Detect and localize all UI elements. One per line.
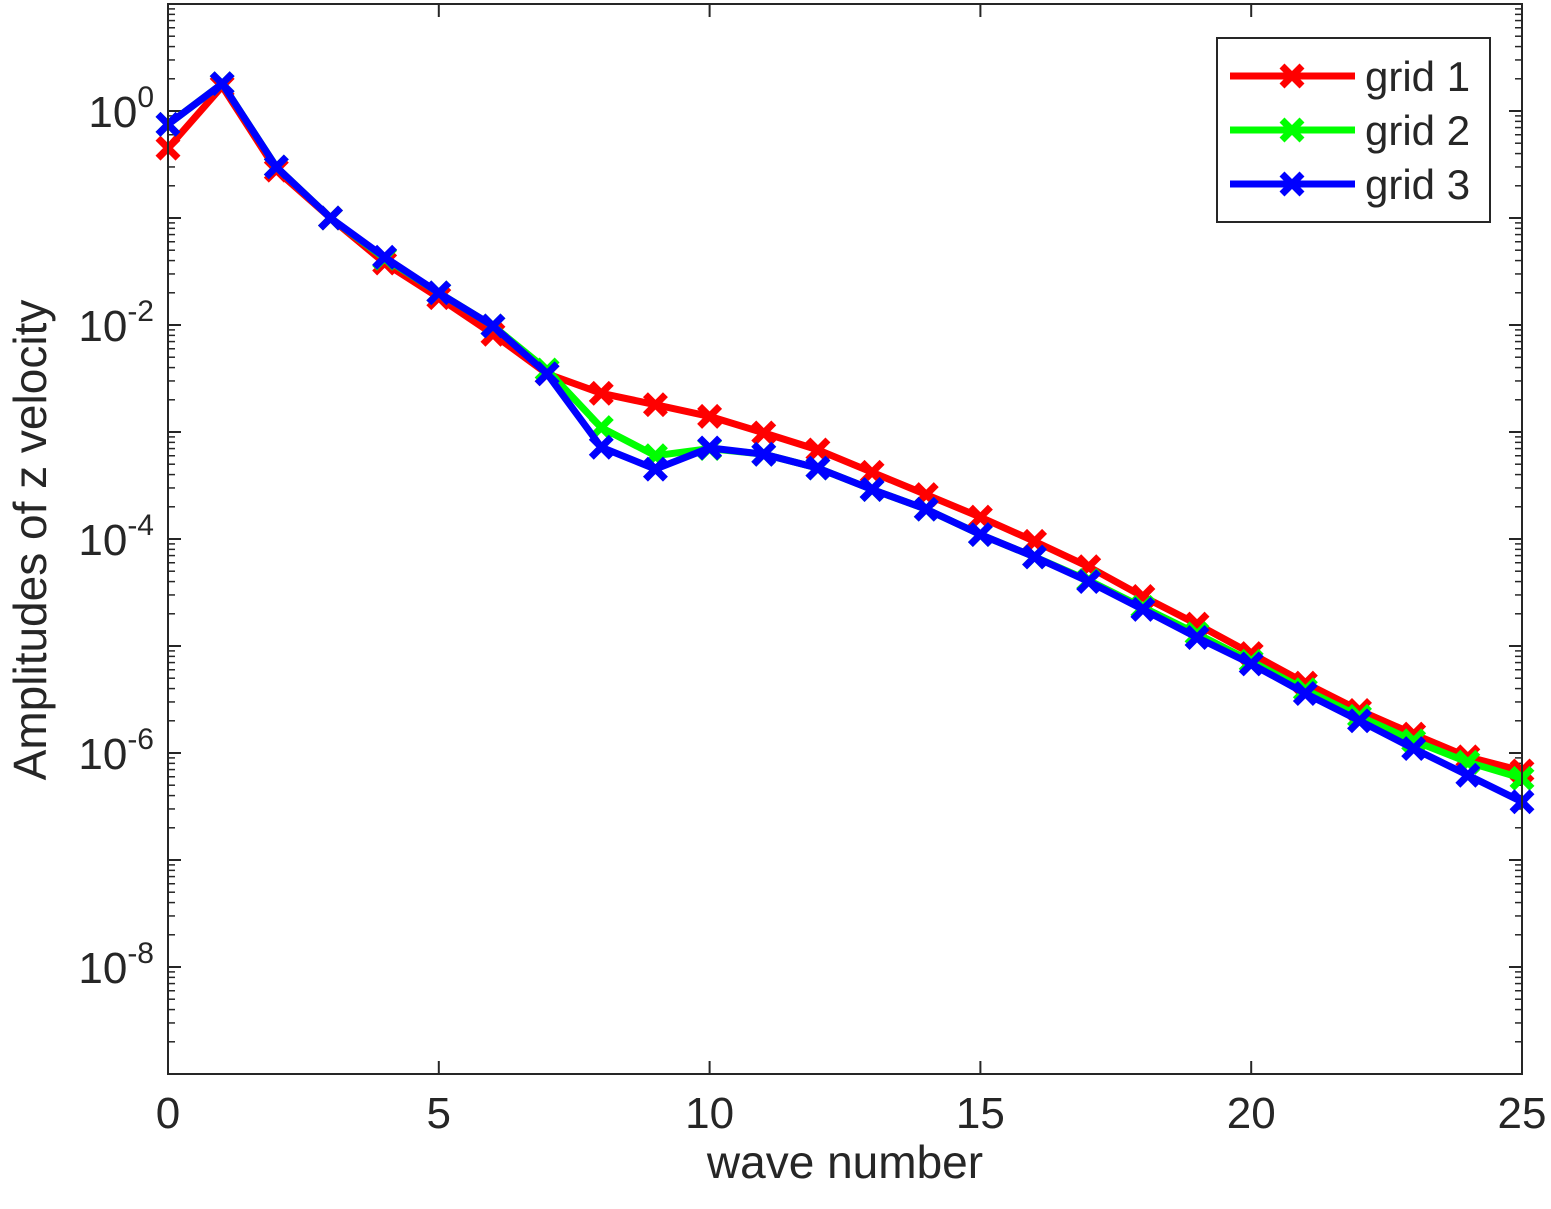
data-point	[1130, 596, 1156, 622]
data-point	[1076, 569, 1102, 595]
legend-label: grid 2	[1365, 107, 1470, 154]
data-point	[209, 71, 235, 97]
legend-label: grid 1	[1365, 53, 1470, 100]
data-point	[1022, 544, 1048, 570]
legend-marker	[1279, 117, 1305, 143]
x-tick-label: 25	[1498, 1089, 1547, 1138]
data-point	[588, 434, 614, 460]
y-tick-label: 10-2	[78, 295, 154, 351]
x-axis-label: wave number	[706, 1136, 983, 1188]
y-tick-label: 10-8	[78, 937, 154, 993]
x-tick-label: 15	[956, 1089, 1005, 1138]
y-tick-label: 10-6	[78, 723, 154, 779]
legend: grid 1 grid 2 grid 3	[1216, 37, 1491, 223]
data-point	[642, 456, 668, 482]
axes-box	[167, 3, 1523, 1075]
ticks-layer	[167, 3, 1523, 1075]
x-tick-label: 20	[1227, 1089, 1276, 1138]
legend-marker	[1279, 171, 1305, 197]
data-point	[1184, 625, 1210, 651]
x-tick-label: 0	[156, 1089, 180, 1138]
data-point	[318, 205, 343, 231]
legend-marker	[1279, 63, 1305, 89]
data-point	[805, 455, 831, 481]
data-point	[588, 380, 614, 406]
x-tick-labels: 0 5 10 15 20 25	[156, 1089, 1547, 1138]
data-point	[913, 496, 939, 522]
data-point	[1292, 681, 1318, 706]
data-point	[967, 522, 993, 548]
data-point	[1455, 762, 1481, 788]
data-point	[751, 420, 777, 446]
legend-entry: grid 3	[1230, 161, 1470, 208]
legend-items: grid 1 grid 2 grid 3	[1230, 53, 1470, 208]
x-tick-label: 10	[685, 1089, 734, 1138]
data-point	[859, 477, 885, 502]
y-tick-label: 10-4	[78, 509, 154, 565]
data-point	[372, 244, 398, 270]
x-tick-label: 5	[427, 1089, 451, 1138]
data-point	[1347, 708, 1372, 734]
y-tick-label: 100	[88, 81, 154, 137]
series-layer	[155, 71, 1535, 815]
y-tick-labels: 10-8 10-6 10-4 10-2 100	[78, 81, 154, 993]
data-point	[697, 403, 723, 429]
data-point	[751, 441, 777, 467]
data-point	[1238, 651, 1264, 677]
legend-entry: grid 1	[1230, 53, 1470, 100]
data-point	[642, 392, 668, 418]
data-point	[426, 280, 452, 306]
legend-label: grid 3	[1365, 161, 1470, 208]
data-point	[1401, 736, 1427, 762]
data-point	[263, 154, 289, 180]
data-point	[534, 361, 560, 387]
data-point	[697, 435, 723, 461]
data-point	[480, 313, 506, 339]
y-axis-label: Amplitudes of z velocity	[4, 300, 56, 781]
legend-entry: grid 2	[1230, 107, 1470, 154]
